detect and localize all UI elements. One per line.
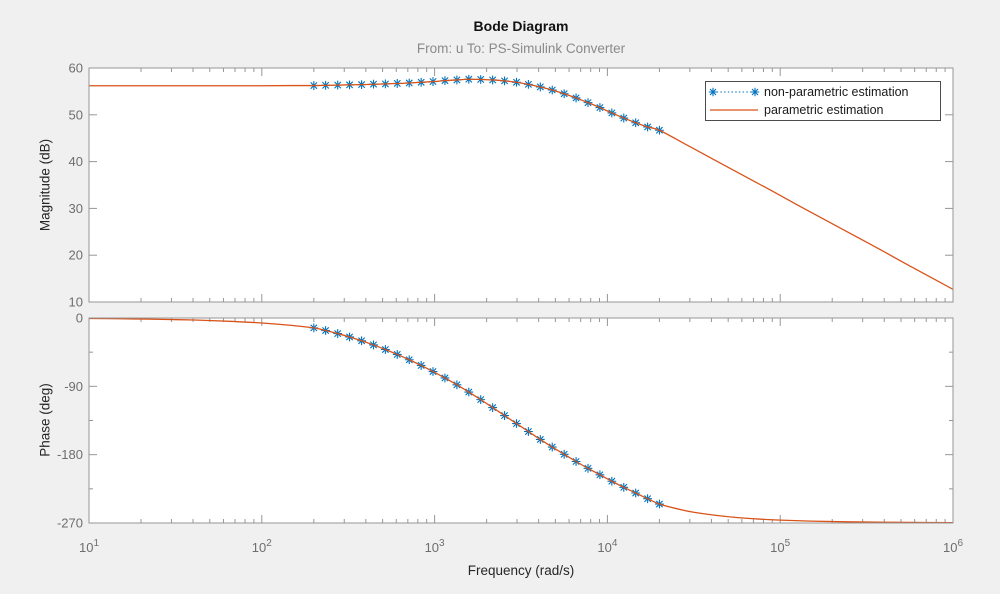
- phase-subplot-ytick-label: -270: [57, 516, 83, 531]
- phase-subplot: 0 -90 -180 -270: [57, 311, 954, 531]
- magnitude-subplot-ytick-label: 20: [69, 248, 83, 263]
- frequency-axis-label: Frequency (rad/s): [467, 563, 575, 578]
- xtick-label-10e3: 103: [425, 538, 445, 555]
- figure-subtitle: From: u To: PS-Simulink Converter: [416, 41, 626, 56]
- xtick-label-10e2: 102: [252, 538, 272, 555]
- figure-title: Bode Diagram: [473, 18, 569, 34]
- magnitude-subplot-ytick-label: 10: [69, 295, 83, 310]
- magnitude-subplot-ytick-label: 60: [69, 61, 83, 76]
- legend-label-nonparametric: non-parametric estimation: [764, 84, 909, 99]
- legend-entry-parametric: parametric estimation: [706, 101, 940, 119]
- xtick-label-10e6: 106: [943, 538, 963, 555]
- phase-subplot-box: [88, 317, 954, 524]
- xtick-label-10e4: 104: [597, 538, 617, 555]
- magnitude-subplot-ytick-label: 50: [69, 107, 83, 122]
- legend-asterisk-marker: [708, 87, 718, 96]
- legend-asterisk-marker: [750, 87, 760, 96]
- magnitude-subplot-ytick-label: 30: [69, 201, 83, 216]
- phase-subplot-ytick-label: -180: [57, 447, 83, 462]
- phase-subplot-background: [89, 318, 953, 523]
- legend-entry-nonparametric: non-parametric estimation: [706, 83, 940, 101]
- magnitude-subplot-ytick-label: 40: [69, 154, 83, 169]
- parametric-curve-phase-subplot: [89, 318, 953, 523]
- magnitude-subplot-box: [88, 67, 954, 303]
- nonparametric-line-sample: [708, 87, 760, 96]
- phase-axis-label: Phase (deg): [37, 383, 53, 457]
- parametric-line-sample: [710, 109, 758, 111]
- legend[interactable]: non-parametric estimation parametric est…: [705, 81, 941, 121]
- legend-label-parametric: parametric estimation: [764, 103, 884, 118]
- parametric-curve-magnitude-subplot: [89, 78, 953, 290]
- xtick-label-10e1: 101: [79, 538, 99, 555]
- phase-subplot-ytick-label: 0: [76, 311, 83, 326]
- magnitude-axis-label: Magnitude (dB): [37, 138, 53, 232]
- phase-subplot-ytick-label: -90: [64, 379, 83, 394]
- xtick-label-10e5: 105: [770, 538, 790, 555]
